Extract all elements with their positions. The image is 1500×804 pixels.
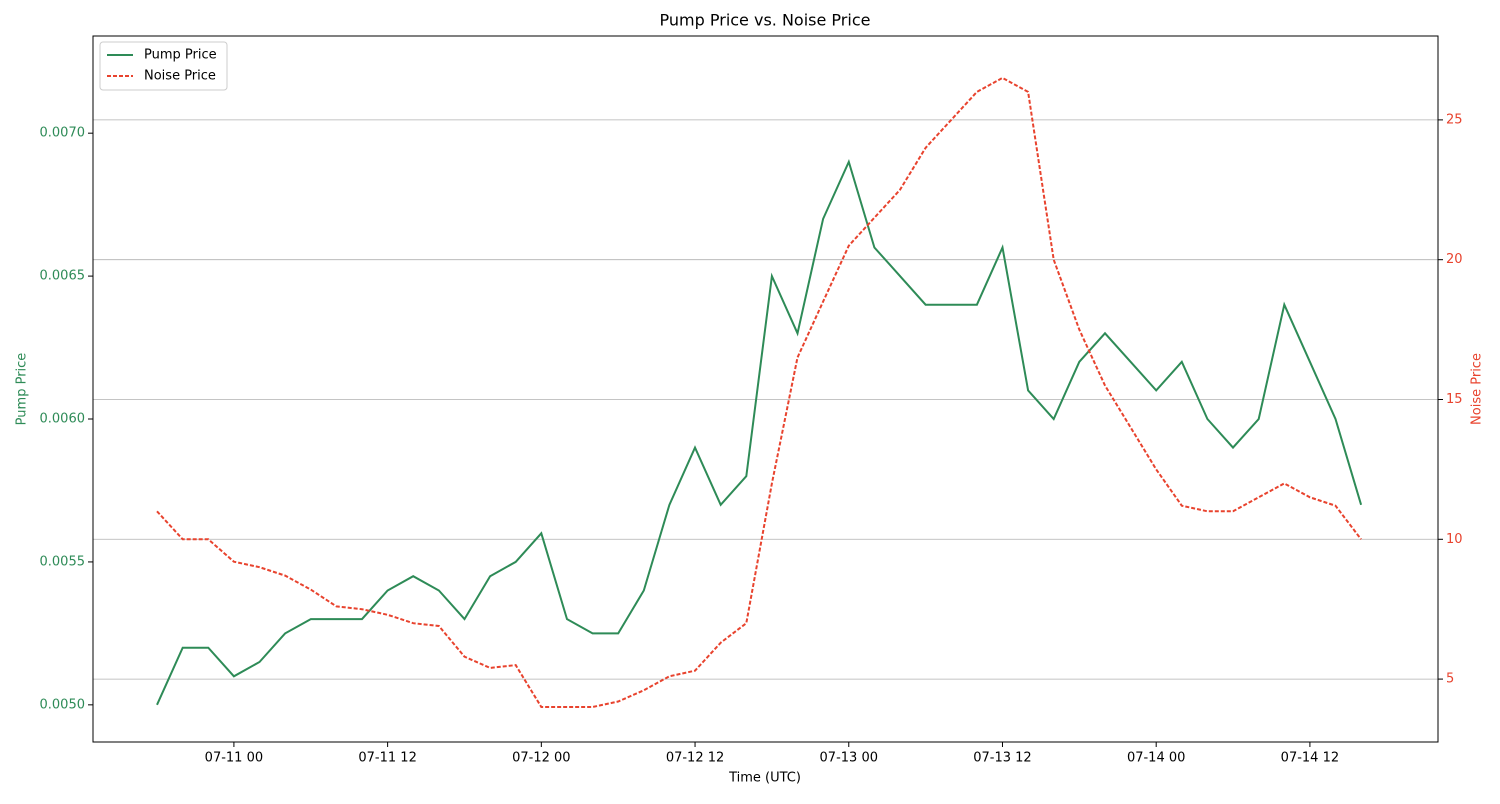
y-tick-label: 0.0055	[40, 554, 86, 569]
y2-tick-label: 25	[1446, 112, 1463, 127]
y2-tick-label: 15	[1446, 392, 1463, 407]
y2-tick-label: 20	[1446, 252, 1463, 267]
y2-tick-label: 10	[1446, 532, 1463, 547]
legend-label: Noise Price	[144, 69, 216, 84]
y-tick-label: 0.0050	[40, 697, 86, 712]
x-tick-label: 07-12 00	[512, 751, 570, 766]
x-tick-label: 07-12 12	[666, 751, 724, 766]
x-tick-label: 07-13 12	[973, 751, 1031, 766]
x-axis-label: Time (UTC)	[728, 771, 801, 786]
series-line	[156, 76, 1362, 708]
chart-title: Pump Price vs. Noise Price	[660, 11, 871, 30]
x-tick-label: 07-11 00	[205, 751, 263, 766]
series-line	[156, 158, 1363, 706]
y2-tick-label: 5	[1446, 672, 1454, 687]
y2-axis-label: Noise Price	[1470, 353, 1485, 425]
legend-label: Pump Price	[144, 48, 217, 63]
plot-frame	[92, 35, 1439, 743]
x-tick-label: 07-11 12	[358, 751, 416, 766]
x-tick-label: 07-14 00	[1127, 751, 1185, 766]
y-axis-label: Pump Price	[15, 353, 30, 426]
y-tick-label: 0.0070	[40, 126, 86, 141]
y-tick-label: 0.0060	[40, 412, 86, 427]
y-tick-label: 0.0065	[40, 269, 86, 284]
x-tick-label: 07-13 00	[820, 751, 878, 766]
x-tick-label: 07-14 12	[1281, 751, 1339, 766]
